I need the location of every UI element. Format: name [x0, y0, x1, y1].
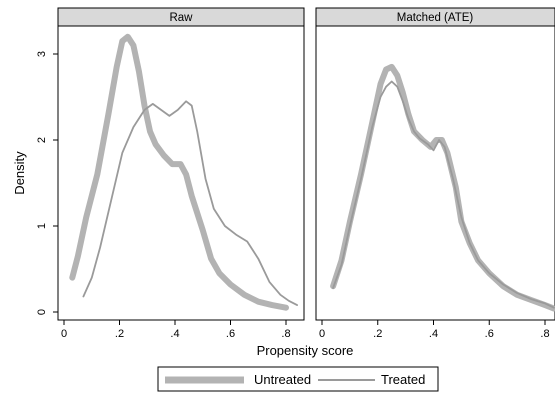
y-tick-label: 1 — [36, 223, 48, 229]
y-axis-title: Density — [12, 151, 27, 195]
x-tick-label-panel-1: .6 — [226, 328, 235, 340]
legend-untreated-label: Untreated — [254, 372, 311, 387]
panel-matched-header: Matched (ATE) — [315, 7, 555, 27]
x-tick-label-panel-1: .4 — [170, 328, 179, 340]
y-tick-label: 3 — [36, 51, 48, 57]
series-treated-panel-2 — [332, 80, 555, 309]
series-layer — [69, 33, 555, 312]
legend: Untreated Treated — [157, 366, 439, 392]
x-tick-label-panel-2: .4 — [429, 328, 438, 340]
panel-matched-title: Matched (ATE) — [397, 12, 474, 24]
y-tick-label: 0 — [36, 309, 48, 315]
x-tick-label-panel-2: 0 — [319, 328, 325, 340]
x-axis-title: Propensity score — [257, 343, 354, 358]
panel-raw-header: Raw — [57, 7, 305, 27]
x-tick-label-panel-1: .8 — [281, 328, 290, 340]
x-tick-label-panel-1: .2 — [115, 328, 124, 340]
axis-layer: 0 .2 .4 .6 .8 0 .2 .4 .6 .8 0 1 2 3 — [36, 51, 550, 340]
y-tick-label: 2 — [36, 137, 48, 143]
legend-treated-label: Treated — [381, 372, 425, 387]
x-tick-label-panel-1: 0 — [61, 328, 67, 340]
x-tick-label-panel-2: .6 — [485, 328, 494, 340]
x-tick-label-panel-2: .2 — [373, 328, 382, 340]
series-treated-panel-1 — [82, 100, 298, 306]
panel-matched-frame — [315, 25, 555, 321]
panel-raw-title: Raw — [169, 12, 193, 24]
x-tick-label-panel-2: .8 — [540, 328, 549, 340]
series-untreated-panel-1 — [69, 33, 289, 311]
